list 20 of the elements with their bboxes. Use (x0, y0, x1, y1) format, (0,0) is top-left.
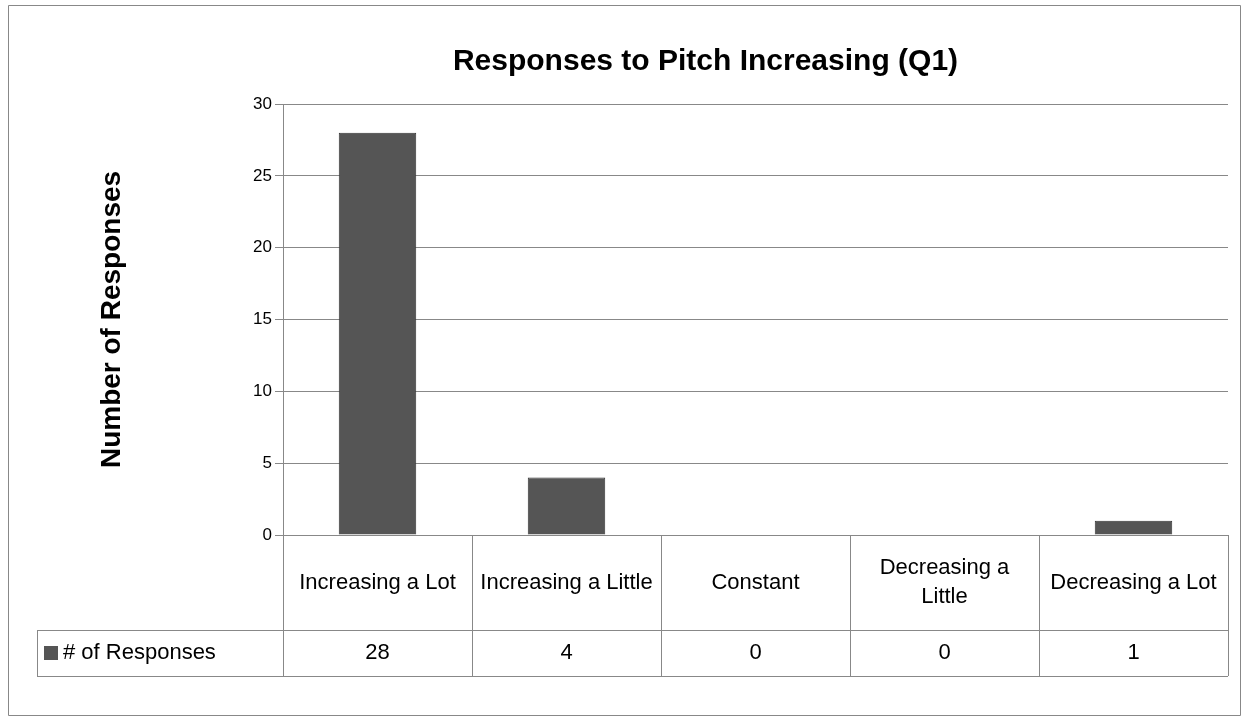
x-tick-label: Constant (711, 568, 800, 594)
y-tick-label: 30 (253, 93, 272, 113)
data-label: 0 (749, 639, 762, 665)
y-tick-label: 20 (253, 237, 272, 257)
y-tick-label: 25 (253, 165, 272, 185)
data-label: 0 (938, 639, 951, 665)
data-label: 1 (1127, 639, 1140, 665)
y-tick-label: 0 (262, 524, 272, 544)
legend-label: # of Responses (63, 639, 216, 665)
data-label: 28 (365, 639, 390, 665)
y-axis-title: Number of Responses (94, 170, 126, 469)
x-tick-label: Decreasing a Lot (1050, 568, 1217, 594)
y-tick-label: 5 (262, 452, 272, 472)
y-tick-label: 15 (253, 309, 272, 329)
chart-title: Responses to Pitch Increasing (Q1) (452, 43, 959, 77)
x-tick-label: Increasing a Lot (299, 568, 456, 594)
x-tick-label: Increasing a Little (480, 568, 653, 594)
x-tick-label: Decreasing a Little (879, 554, 1011, 609)
data-label: 4 (560, 639, 573, 665)
y-tick-label: 10 (253, 381, 272, 401)
